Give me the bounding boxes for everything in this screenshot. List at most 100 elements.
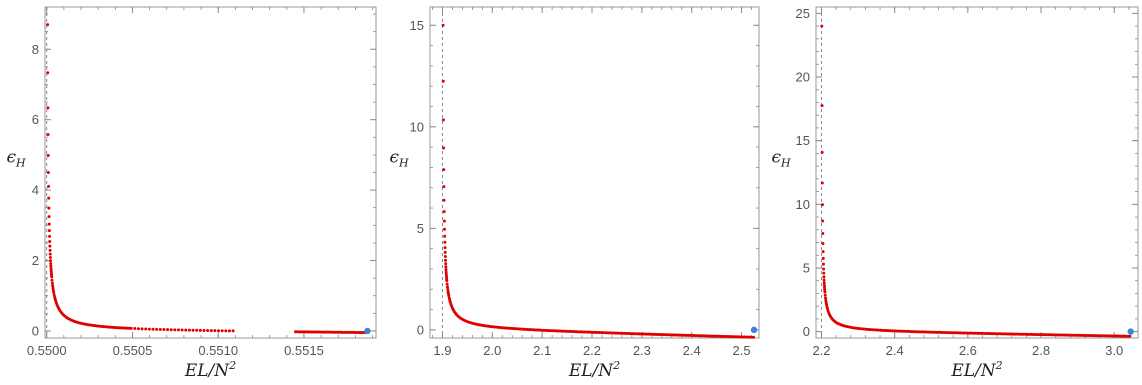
chart-2-point bbox=[442, 198, 446, 202]
chart-3-ytick-label: 10 bbox=[796, 197, 810, 212]
chart-2-series-points bbox=[441, 23, 755, 339]
chart-2-point bbox=[444, 270, 448, 274]
chart-1-point bbox=[52, 290, 56, 294]
chart-1-point bbox=[217, 329, 221, 333]
chart-1-point bbox=[50, 281, 54, 285]
chart-1-point bbox=[47, 215, 51, 219]
chart-1-point bbox=[151, 327, 155, 331]
chart-2-xtick-label: 2.0 bbox=[483, 343, 501, 358]
chart-3-xaxis-title-base: EL/N bbox=[950, 361, 996, 381]
chart-2-yaxis-title-sub: H bbox=[398, 157, 409, 170]
chart-2-point bbox=[443, 227, 447, 231]
chart-1-point bbox=[209, 329, 213, 333]
chart-3-point bbox=[820, 104, 824, 108]
chart-3-yaxis-title: ϵH bbox=[771, 148, 791, 170]
chart-1-point bbox=[147, 327, 151, 331]
chart-2-yaxis-title: ϵH bbox=[389, 148, 409, 170]
chart-3-xaxis-title: EL/N2 bbox=[950, 359, 1002, 381]
chart-1-point bbox=[48, 252, 52, 256]
chart-1-point bbox=[48, 244, 52, 248]
chart-1-point bbox=[180, 328, 184, 332]
chart-1-point bbox=[213, 329, 217, 333]
chart-2-point bbox=[441, 79, 445, 83]
chart-3-xaxis-title-sup: 2 bbox=[995, 359, 1003, 372]
chart-1-point bbox=[173, 328, 177, 332]
chart-2-point bbox=[444, 265, 448, 269]
chart-3-xtick-label: 2.2 bbox=[812, 343, 830, 358]
chart-3-ytick-label: 5 bbox=[803, 260, 810, 275]
chart-1-point bbox=[191, 328, 195, 332]
chart-1-point bbox=[184, 328, 188, 332]
chart-2-point bbox=[444, 262, 448, 266]
chart-3-point bbox=[1128, 334, 1132, 338]
chart-1-yaxis-title-base: ϵ bbox=[6, 148, 16, 168]
chart-1-point bbox=[47, 184, 51, 188]
chart-1-point bbox=[129, 326, 133, 330]
chart-1-point bbox=[198, 328, 202, 332]
chart-2-xtick-label: 2.4 bbox=[683, 343, 701, 358]
chart-3-point bbox=[822, 267, 826, 271]
chart-3-ytick-label: 15 bbox=[796, 133, 810, 148]
chart-1-point bbox=[133, 327, 137, 331]
chart-3-xtick-label: 2.4 bbox=[886, 343, 904, 358]
chart-1-point bbox=[227, 329, 231, 333]
chart-1-point bbox=[155, 327, 159, 331]
chart-2-point bbox=[444, 258, 448, 262]
chart-3-point bbox=[822, 284, 826, 288]
chart-1-minor-ticks bbox=[45, 7, 376, 338]
chart-2-xtick-label: 2.1 bbox=[533, 343, 551, 358]
chart-3-ytick-label: 25 bbox=[796, 6, 810, 21]
chart-1-point bbox=[49, 264, 53, 268]
chart-2-xtick-label: 2.3 bbox=[633, 343, 651, 358]
chart-2-xtick-label: 2.5 bbox=[733, 343, 751, 358]
chart-1-point bbox=[46, 154, 50, 158]
chart-1-xaxis-title-sup: 2 bbox=[228, 359, 236, 372]
chart-2-ytick-label: 5 bbox=[417, 221, 424, 236]
chart-2-xaxis-title-sup: 2 bbox=[612, 359, 620, 372]
chart-3-point bbox=[822, 271, 826, 275]
chart-3-xtick-label: 2.8 bbox=[1032, 343, 1050, 358]
chart-1-point bbox=[231, 329, 235, 333]
chart-1-point bbox=[49, 259, 53, 263]
chart-2-point bbox=[447, 294, 451, 298]
chart-1-endpoint-marker bbox=[364, 327, 371, 335]
chart-3-yaxis-title-sub: H bbox=[780, 157, 791, 170]
chart-1-xaxis-title: EL/N2 bbox=[184, 359, 236, 381]
chart-2-point bbox=[445, 282, 449, 286]
chart-1-point bbox=[47, 196, 51, 200]
chart-1-xaxis-title-base: EL/N bbox=[184, 361, 230, 381]
chart-3-point bbox=[820, 181, 824, 185]
chart-1-point bbox=[136, 327, 140, 331]
chart-1-point bbox=[224, 329, 228, 333]
chart-3-point bbox=[820, 150, 824, 154]
chart-1-point bbox=[220, 329, 224, 333]
chart-3-xtick-label: 2.6 bbox=[959, 343, 977, 358]
chart-2-yaxis-title-base: ϵ bbox=[389, 148, 399, 168]
chart-2-point bbox=[443, 246, 447, 250]
chart-3-series-points bbox=[820, 24, 1132, 338]
chart-2-point bbox=[442, 168, 446, 172]
chart-1-ytick-label: 8 bbox=[32, 42, 39, 57]
chart-1-point bbox=[48, 240, 52, 244]
chart-2-endpoint-marker bbox=[750, 326, 758, 334]
chart-3-point bbox=[821, 219, 825, 223]
chart-2-point bbox=[751, 335, 755, 339]
chart-1-ytick-label: 2 bbox=[32, 253, 39, 268]
chart-1-point bbox=[48, 234, 52, 238]
chart-3-point bbox=[825, 302, 829, 306]
chart-1-ytick-label: 4 bbox=[32, 183, 39, 198]
chart-1-point bbox=[206, 329, 210, 333]
chart-3-frame bbox=[815, 6, 1139, 339]
chart-3-point bbox=[823, 293, 827, 297]
chart-1-point bbox=[50, 275, 54, 279]
chart-3-minor-ticks bbox=[816, 7, 1138, 338]
chart-1-point bbox=[46, 106, 50, 110]
chart-3-point bbox=[822, 275, 826, 279]
chart-3-point bbox=[821, 241, 825, 245]
chart-2-frame bbox=[429, 6, 760, 339]
chart-2-point bbox=[442, 185, 446, 189]
chart-2-point bbox=[445, 285, 449, 289]
chart-3-point bbox=[821, 256, 825, 260]
chart-1-point bbox=[46, 71, 50, 75]
